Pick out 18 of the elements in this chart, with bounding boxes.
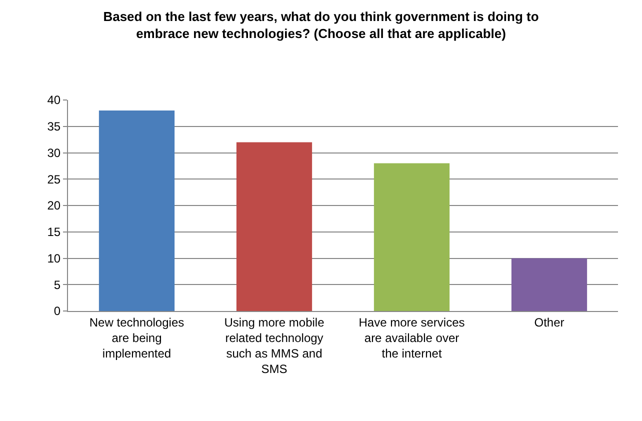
y-tick-label: 0	[54, 304, 61, 318]
bar	[236, 142, 312, 311]
y-tick-label: 40	[47, 93, 61, 108]
y-tick-label: 35	[47, 120, 61, 134]
bar	[511, 258, 588, 311]
x-tick-label: New technologies are being implemented	[89, 315, 184, 361]
y-tick-label: 10	[47, 251, 61, 266]
y-tick-label: 25	[47, 172, 61, 186]
y-tick-label: 5	[54, 278, 61, 292]
chart-title: Based on the last few years, what do you think government is doing to embrace new technologies? (Choose all that are applicable)	[103, 9, 539, 41]
x-tick-label: Other	[534, 315, 564, 330]
y-tick-label: 30	[47, 146, 61, 160]
bar	[374, 163, 450, 311]
x-tick-label: Using more mobile related technology such as MMS and SMS	[224, 315, 325, 376]
y-tick-label: 15	[47, 225, 61, 240]
x-tick-label: Have more services are available over the internet	[358, 315, 465, 361]
y-tick-label: 20	[47, 198, 61, 213]
bar	[98, 110, 175, 311]
